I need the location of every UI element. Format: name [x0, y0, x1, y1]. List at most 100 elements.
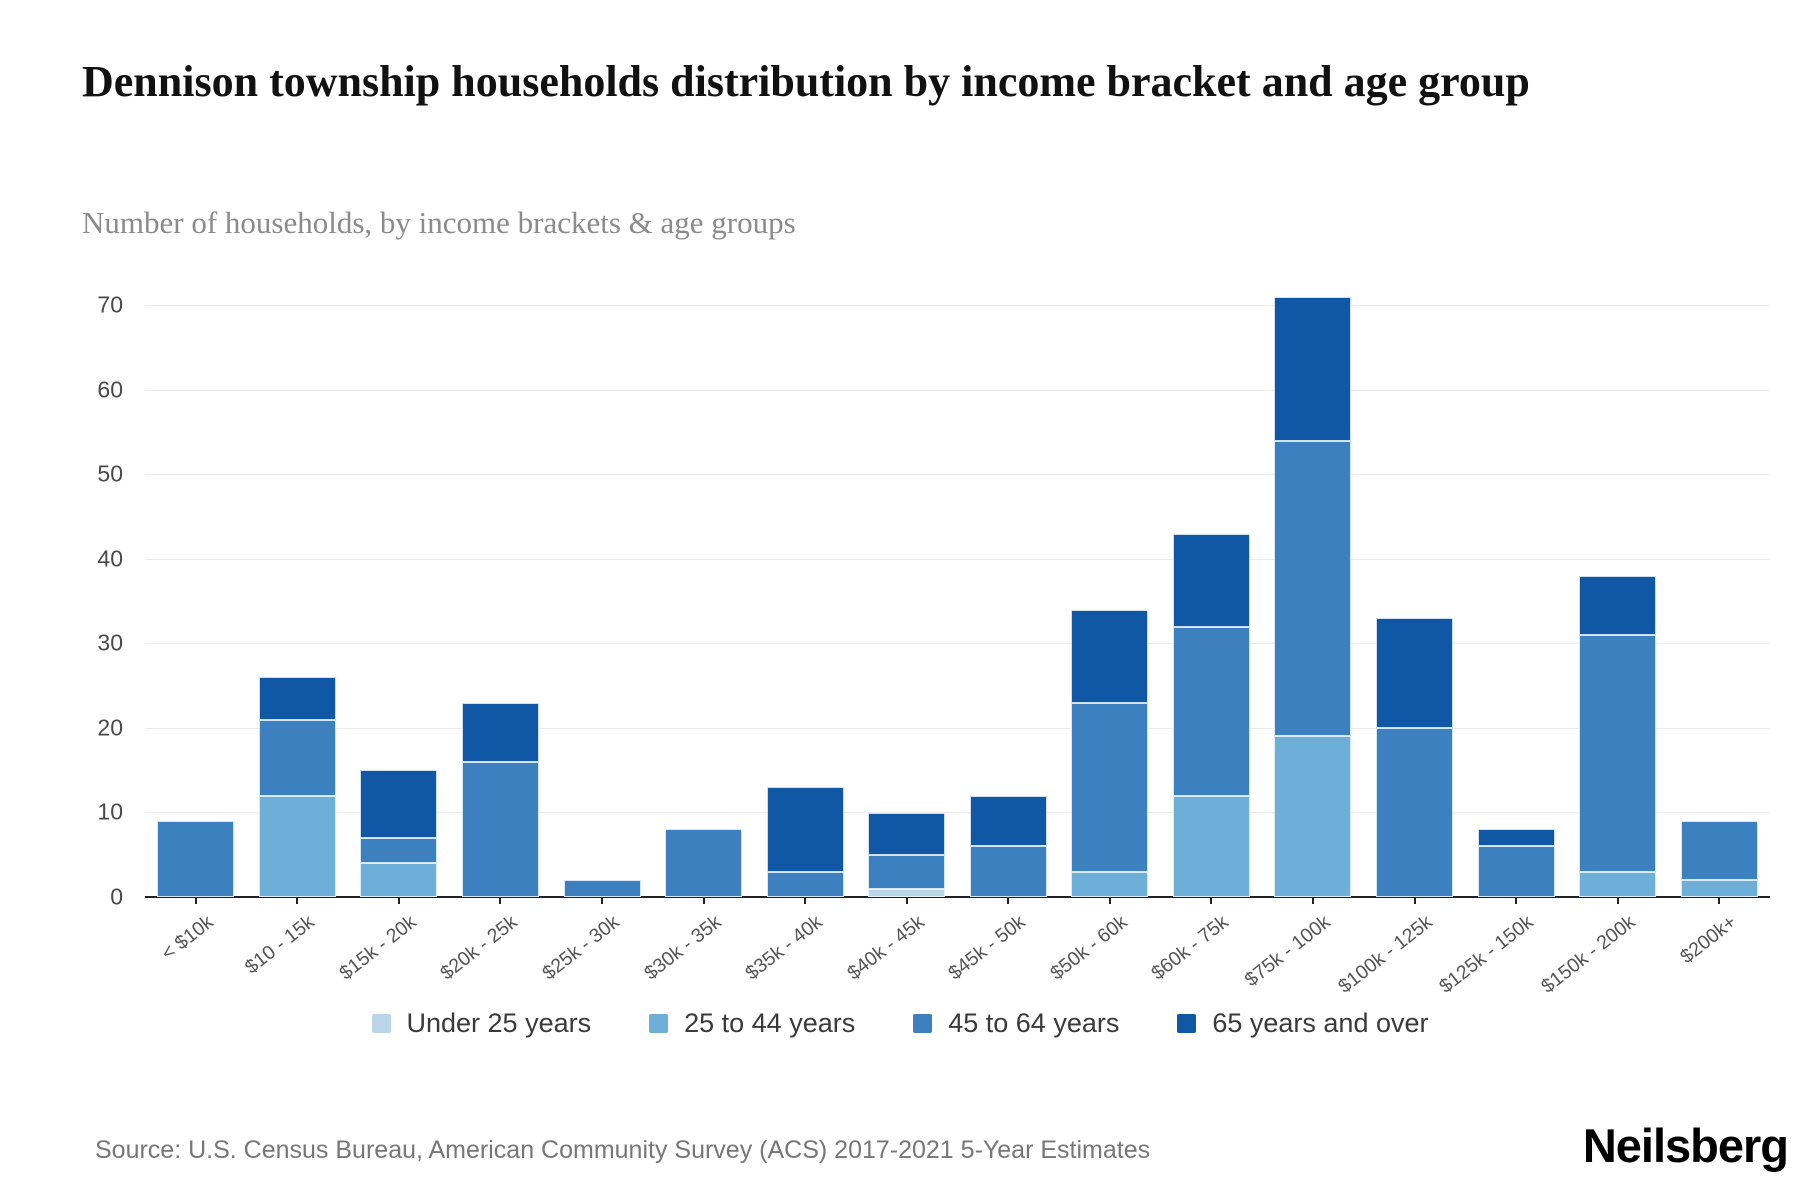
y-axis-tick-label: 20 — [97, 714, 123, 741]
legend-swatch-icon — [1177, 1014, 1197, 1033]
x-axis-category-label: $150k - 200k — [1536, 911, 1640, 998]
brand-logo: Neilsberg — [1582, 1119, 1789, 1172]
bar-segment — [1172, 626, 1250, 796]
x-axis-tick — [1515, 897, 1518, 904]
bar-segment — [1477, 829, 1555, 847]
x-axis-category-label: $20k - 25k — [436, 911, 523, 985]
legend-label: Under 25 years — [406, 1008, 592, 1038]
y-axis-tick-label: 10 — [97, 798, 123, 825]
y-axis-tick-label: 40 — [97, 545, 123, 572]
bar-segment — [1172, 533, 1250, 627]
bar-60k-75k — [1172, 533, 1250, 897]
bar-125k-150k — [1477, 829, 1555, 897]
bar-segment — [766, 787, 844, 872]
x-axis-tick — [1311, 897, 1314, 904]
bar-segment — [258, 795, 336, 897]
bar-segment — [665, 829, 743, 897]
x-axis-category-label: $75k - 100k — [1240, 911, 1335, 992]
bar-40k-45k — [868, 812, 946, 897]
legend-swatch-icon — [913, 1014, 933, 1033]
bar-segment — [1579, 634, 1657, 872]
y-axis-tick-label: 60 — [97, 376, 123, 403]
bar-segment — [1071, 702, 1149, 872]
x-axis-tick — [1108, 897, 1111, 904]
y-axis-tick-label: 70 — [97, 291, 123, 318]
bar-segment — [360, 863, 438, 897]
bar-150k-200k — [1579, 575, 1657, 897]
bar-segment — [868, 888, 946, 897]
bar-segment — [258, 677, 336, 720]
bar-segment — [1680, 820, 1758, 881]
x-axis-tick — [1007, 897, 1010, 904]
legend-label: 65 years and over — [1212, 1008, 1429, 1038]
gridline-y60 — [145, 389, 1770, 391]
x-axis-tick — [601, 897, 604, 904]
bar-segment — [360, 837, 438, 864]
gridline-y10 — [145, 812, 1770, 814]
bar-25k-30k — [563, 880, 641, 897]
bar-10k — [157, 820, 235, 897]
bar-segment — [1680, 880, 1758, 897]
x-axis-category-label: $60k - 75k — [1147, 911, 1233, 985]
bar-segment — [969, 846, 1047, 897]
x-axis-category-label: $30k - 35k — [639, 911, 726, 985]
y-axis-tick-label: 50 — [97, 460, 123, 487]
bar-segment — [1579, 575, 1657, 635]
y-axis-tick-label: 0 — [110, 883, 123, 910]
x-axis-category-label: $15k - 20k — [335, 911, 421, 985]
bar-75k-100k — [1274, 296, 1352, 897]
gridline-y20 — [145, 727, 1770, 729]
x-axis-category-label: $125k - 150k — [1435, 911, 1538, 998]
x-axis-category-label: $100k - 125k — [1333, 911, 1437, 998]
x-axis-category-label: $200k+ — [1676, 911, 1741, 969]
bar-segment — [461, 761, 539, 897]
bar-15k-20k — [360, 770, 438, 897]
chart-subtitle: Number of households, by income brackets… — [82, 205, 796, 240]
x-axis-tick — [1413, 897, 1416, 904]
x-axis-category-label: $10 - 15k — [241, 911, 319, 979]
bar-segment — [1071, 609, 1149, 703]
legend-item-45-to-64-years: 45 to 64 years — [913, 1008, 1119, 1039]
bar-segment — [1172, 795, 1250, 897]
x-axis-tick — [804, 897, 807, 904]
bar-segment — [766, 871, 844, 897]
gridline-y70 — [145, 305, 1770, 307]
bar-50k-60k — [1071, 609, 1149, 897]
gridline-y50 — [145, 474, 1770, 476]
bar-segment — [1274, 440, 1352, 737]
y-axis-tick-label: 30 — [97, 629, 123, 656]
bar-30k-35k — [665, 829, 743, 897]
x-axis-line — [145, 896, 1770, 898]
legend: Under 25 years 25 to 44 years 45 to 64 yea… — [0, 1008, 1800, 1039]
bar-segment — [258, 719, 336, 796]
bar-segment — [157, 820, 235, 897]
legend-label: 45 to 64 years — [948, 1008, 1120, 1038]
bar-35k-40k — [766, 787, 844, 897]
x-axis-tick — [499, 897, 502, 904]
x-axis-tick — [1210, 897, 1213, 904]
bar-segment — [1376, 618, 1454, 728]
x-axis-category-label: < $10k — [157, 911, 218, 965]
bar-20k-25k — [461, 702, 539, 897]
x-axis-category-label: $50k - 60k — [1046, 911, 1132, 985]
x-axis-tick — [1616, 897, 1619, 904]
bar-segment — [868, 812, 946, 855]
bar-100k-125k — [1376, 618, 1454, 897]
bar-segment — [1274, 296, 1352, 441]
gridline-y30 — [145, 643, 1770, 645]
legend-item-under-25-years: Under 25 years — [371, 1008, 592, 1039]
bar-segment — [1376, 727, 1454, 897]
x-axis-tick — [702, 897, 705, 904]
legend-swatch-icon — [649, 1014, 669, 1033]
bar-segment — [868, 854, 946, 889]
bar-45k-50k — [969, 795, 1047, 897]
bar-10-15k — [258, 677, 336, 897]
bar-segment — [563, 880, 641, 897]
x-axis-category-label: $40k - 45k — [842, 911, 929, 985]
bar-segment — [1071, 871, 1149, 897]
source-note: Source: U.S. Census Bureau, American Com… — [95, 1136, 1151, 1164]
x-axis-tick — [1718, 897, 1721, 904]
bar-segment — [1477, 846, 1555, 897]
legend-item-25-to-44-years: 25 to 44 years — [649, 1008, 855, 1039]
bar-segment — [360, 770, 438, 838]
